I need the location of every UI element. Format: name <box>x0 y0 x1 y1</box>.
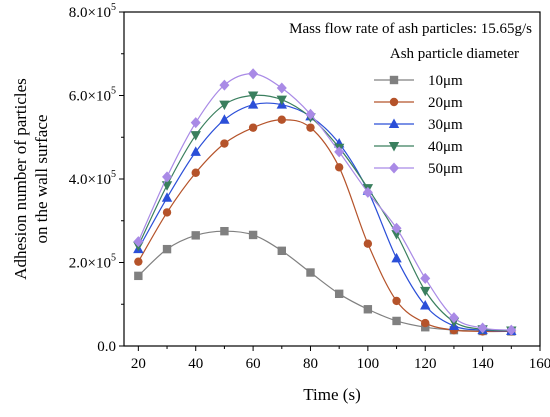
data-point <box>306 123 315 132</box>
y-tick-label: 6.0×105 <box>69 86 116 105</box>
data-point <box>247 91 259 101</box>
y-tick-label: 0.0 <box>97 339 116 355</box>
series-line <box>137 73 512 331</box>
data-point <box>162 208 172 217</box>
data-point <box>420 300 431 310</box>
y-tick-mantissa: 4.0×10 <box>69 172 111 188</box>
data-point <box>392 316 401 326</box>
data-point <box>133 236 144 248</box>
legend-label: 40μm <box>428 139 463 155</box>
x-tick-label: 120 <box>414 356 437 372</box>
plot-frame <box>123 11 541 347</box>
plot-area: 20 40 60 80 100 120 140 1600.02.0×1054.0×1056.0… <box>11 2 550 404</box>
legend-marker <box>389 75 399 85</box>
data-point <box>276 82 287 94</box>
data-point <box>277 115 286 124</box>
y-tick-label: 4.0×105 <box>69 169 116 188</box>
data-point <box>363 239 373 248</box>
x-axis-title: Time (s) <box>303 385 360 404</box>
data-point <box>219 114 230 124</box>
data-point <box>421 318 430 328</box>
legend-marker <box>388 118 400 128</box>
legend-label: 50μm <box>428 161 463 177</box>
series-10μm <box>134 226 516 336</box>
legend-marker <box>389 97 399 107</box>
data-point <box>190 117 201 129</box>
y-tick-exponent: 5 <box>111 86 116 97</box>
y-tick-mantissa: 0.0 <box>97 339 116 355</box>
data-point <box>134 257 143 266</box>
data-point <box>420 286 431 297</box>
data-point <box>334 146 345 158</box>
data-point <box>391 222 402 234</box>
data-point <box>276 95 287 106</box>
data-point <box>190 131 201 141</box>
y-tick-label: 2.0×105 <box>69 253 116 272</box>
legend: 10μm 20μm 30μm 40μm 50μm <box>374 73 463 177</box>
data-point <box>477 322 488 334</box>
data-point <box>506 324 517 336</box>
data-point <box>161 192 173 202</box>
annotation-text: Mass flow rate of ash particles: 15.65g/… <box>289 21 532 37</box>
legend-label: 10μm <box>428 73 463 89</box>
y-tick-mantissa: 8.0×10 <box>69 5 111 21</box>
series-50μm <box>133 68 517 336</box>
legend-label: 30μm <box>428 117 463 133</box>
data-point <box>363 305 373 314</box>
legend-label: 20μm <box>428 95 463 111</box>
x-tick-label: 60 <box>246 356 261 372</box>
data-point <box>191 231 200 240</box>
legend-title: Ash particle diameter <box>390 46 519 62</box>
y-axis-title-line: Adhesion number of particles <box>11 78 30 280</box>
data-point <box>392 296 401 306</box>
series-30μm <box>133 99 517 335</box>
data-point <box>162 244 172 254</box>
data-point <box>220 226 229 236</box>
data-point <box>248 230 258 240</box>
y-tick-mantissa: 6.0×10 <box>69 89 111 105</box>
data-point <box>277 246 286 256</box>
data-point <box>362 186 373 198</box>
data-point <box>248 68 259 80</box>
y-tick-exponent: 5 <box>111 2 116 13</box>
x-tick-label: 80 <box>303 356 318 372</box>
data-point <box>134 271 143 281</box>
x-tick-label: 40 <box>188 356 203 372</box>
data-point <box>219 79 230 91</box>
y-tick-label: 8.0×105 <box>69 2 116 21</box>
x-tick-label: 160 <box>529 356 550 372</box>
y-tick-exponent: 5 <box>111 169 116 180</box>
data-point <box>190 146 201 156</box>
series-line <box>137 102 512 332</box>
x-tick-label: 100 <box>357 356 380 372</box>
y-axis-title: Adhesion number of particles on the wall … <box>11 78 51 280</box>
data-point <box>191 168 200 177</box>
data-point <box>420 272 431 284</box>
x-tick-label: 20 <box>131 356 146 372</box>
y-tick-mantissa: 2.0×10 <box>69 256 111 272</box>
data-point <box>247 99 259 109</box>
y-tick-exponent: 5 <box>111 253 116 264</box>
legend-marker <box>388 142 400 152</box>
data-point <box>306 268 315 277</box>
legend-marker <box>389 162 399 174</box>
data-point <box>305 108 316 120</box>
data-point <box>334 163 344 172</box>
x-tick-label: 140 <box>471 356 494 372</box>
data-point <box>219 100 230 111</box>
data-point <box>220 139 229 148</box>
y-axis-title-line: on the wall surface <box>32 115 51 244</box>
data-point <box>162 171 173 183</box>
data-point <box>334 289 344 299</box>
data-point <box>391 252 402 263</box>
data-point <box>248 123 258 132</box>
data-point <box>448 312 459 324</box>
